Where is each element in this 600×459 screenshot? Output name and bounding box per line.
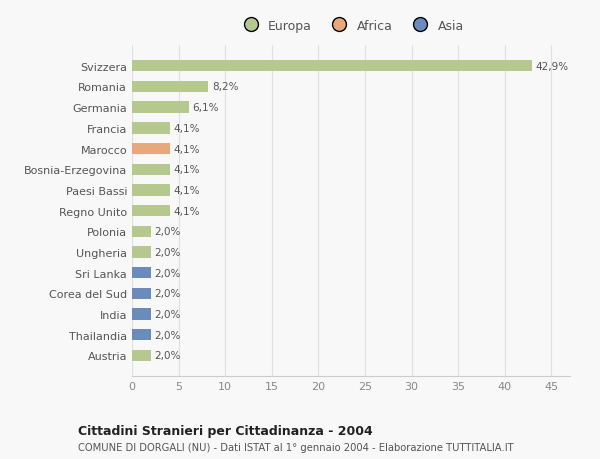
Bar xyxy=(132,102,189,113)
Bar xyxy=(132,123,170,134)
Bar xyxy=(132,268,151,279)
Bar xyxy=(132,350,151,361)
Text: Cittadini Stranieri per Cittadinanza - 2004: Cittadini Stranieri per Cittadinanza - 2… xyxy=(78,425,373,437)
Bar xyxy=(132,226,151,237)
Text: 2,0%: 2,0% xyxy=(154,247,181,257)
Bar xyxy=(132,185,170,196)
Bar xyxy=(132,206,170,217)
Text: 4,1%: 4,1% xyxy=(174,165,200,175)
Legend: Europa, Africa, Asia: Europa, Africa, Asia xyxy=(234,16,468,36)
Bar xyxy=(132,61,532,72)
Bar xyxy=(132,288,151,299)
Text: 2,0%: 2,0% xyxy=(154,227,181,237)
Text: 4,1%: 4,1% xyxy=(174,206,200,216)
Text: 42,9%: 42,9% xyxy=(536,62,569,72)
Bar xyxy=(132,82,208,93)
Text: COMUNE DI DORGALI (NU) - Dati ISTAT al 1° gennaio 2004 - Elaborazione TUTTITALIA: COMUNE DI DORGALI (NU) - Dati ISTAT al 1… xyxy=(78,442,514,452)
Text: 2,0%: 2,0% xyxy=(154,289,181,299)
Bar xyxy=(132,247,151,258)
Text: 2,0%: 2,0% xyxy=(154,330,181,340)
Text: 4,1%: 4,1% xyxy=(174,185,200,196)
Text: 6,1%: 6,1% xyxy=(193,103,219,113)
Bar xyxy=(132,330,151,341)
Text: 2,0%: 2,0% xyxy=(154,351,181,361)
Text: 2,0%: 2,0% xyxy=(154,268,181,278)
Bar xyxy=(132,309,151,320)
Text: 4,1%: 4,1% xyxy=(174,144,200,154)
Bar xyxy=(132,144,170,155)
Text: 4,1%: 4,1% xyxy=(174,123,200,134)
Bar xyxy=(132,164,170,175)
Text: 2,0%: 2,0% xyxy=(154,309,181,319)
Text: 8,2%: 8,2% xyxy=(212,82,239,92)
